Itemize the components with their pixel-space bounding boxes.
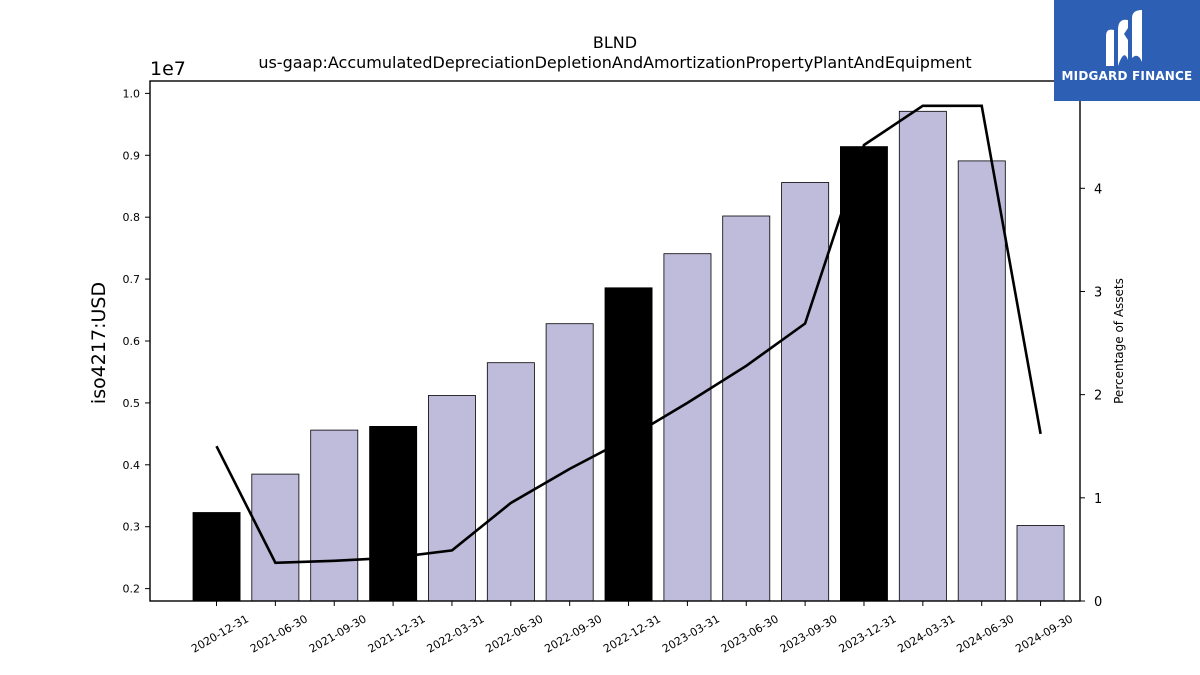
brand-name: MIDGARD FINANCE bbox=[1061, 69, 1193, 83]
x-tick-label: 2020-12-31 bbox=[189, 612, 251, 655]
x-tick-label: 2024-09-30 bbox=[1013, 612, 1075, 655]
y-tick-label: 0.3 bbox=[123, 521, 141, 534]
x-tick-label: 2023-12-31 bbox=[837, 612, 899, 655]
bar bbox=[898, 110, 947, 602]
x-tick-label: 2024-03-31 bbox=[895, 612, 957, 655]
bar bbox=[545, 323, 594, 602]
bar bbox=[840, 146, 888, 602]
x-tick-label: 2022-12-31 bbox=[601, 612, 663, 655]
chart-subtitle: us-gaap:AccumulatedDepreciationDepletion… bbox=[258, 53, 971, 72]
y-tick-label: 0.5 bbox=[123, 397, 141, 410]
y-axis-label: iso4217:USD bbox=[88, 282, 110, 404]
bar bbox=[486, 362, 535, 602]
y2-tick-label: 0 bbox=[1094, 595, 1102, 610]
y2-axis-label: Percentage of Assets bbox=[1112, 278, 1126, 404]
bar bbox=[604, 287, 653, 602]
y2-tick-label: 1 bbox=[1094, 492, 1102, 507]
x-tick-label: 2023-09-30 bbox=[778, 612, 840, 655]
bar bbox=[369, 425, 418, 602]
x-tick-label: 2021-12-31 bbox=[366, 612, 428, 655]
bar bbox=[663, 253, 712, 602]
x-tick-label: 2021-06-30 bbox=[248, 612, 310, 655]
x-tick-label: 2023-03-31 bbox=[660, 612, 722, 655]
bar bbox=[781, 182, 830, 602]
x-tick-label: 2022-09-30 bbox=[542, 612, 604, 655]
y-tick-label: 0.7 bbox=[123, 273, 141, 286]
bar bbox=[251, 473, 300, 602]
bar bbox=[427, 395, 476, 602]
y-tick-label: 0.6 bbox=[123, 335, 141, 348]
y-tick-label: 1.0 bbox=[123, 87, 141, 100]
x-tick-label: 2022-03-31 bbox=[425, 612, 487, 655]
chart-title: BLND bbox=[593, 33, 637, 52]
brand-mark-icon bbox=[1106, 10, 1142, 67]
y2-tick-label: 3 bbox=[1094, 285, 1102, 300]
x-tick-label: 2022-06-30 bbox=[483, 612, 545, 655]
y2-tick-label: 2 bbox=[1094, 389, 1102, 404]
line-series bbox=[215, 104, 1042, 565]
bar bbox=[957, 160, 1006, 602]
bar bbox=[1016, 525, 1065, 602]
y-tick-label: 0.9 bbox=[123, 149, 141, 162]
x-tick-label: 2024-06-30 bbox=[954, 612, 1016, 655]
bar bbox=[722, 215, 771, 602]
y-tick-label: 0.4 bbox=[123, 459, 141, 472]
y-scale-label: 1e7 bbox=[150, 58, 186, 80]
bar bbox=[192, 512, 241, 602]
x-tick-label: 2023-06-30 bbox=[719, 612, 781, 655]
y-tick-label: 0.2 bbox=[123, 583, 141, 596]
y2-tick-label: 4 bbox=[1094, 182, 1102, 197]
y-tick-label: 0.8 bbox=[123, 211, 141, 224]
brand-logo: MIDGARD FINANCE bbox=[1054, 0, 1200, 101]
x-tick-label: 2021-09-30 bbox=[307, 612, 369, 655]
bar bbox=[310, 429, 359, 602]
